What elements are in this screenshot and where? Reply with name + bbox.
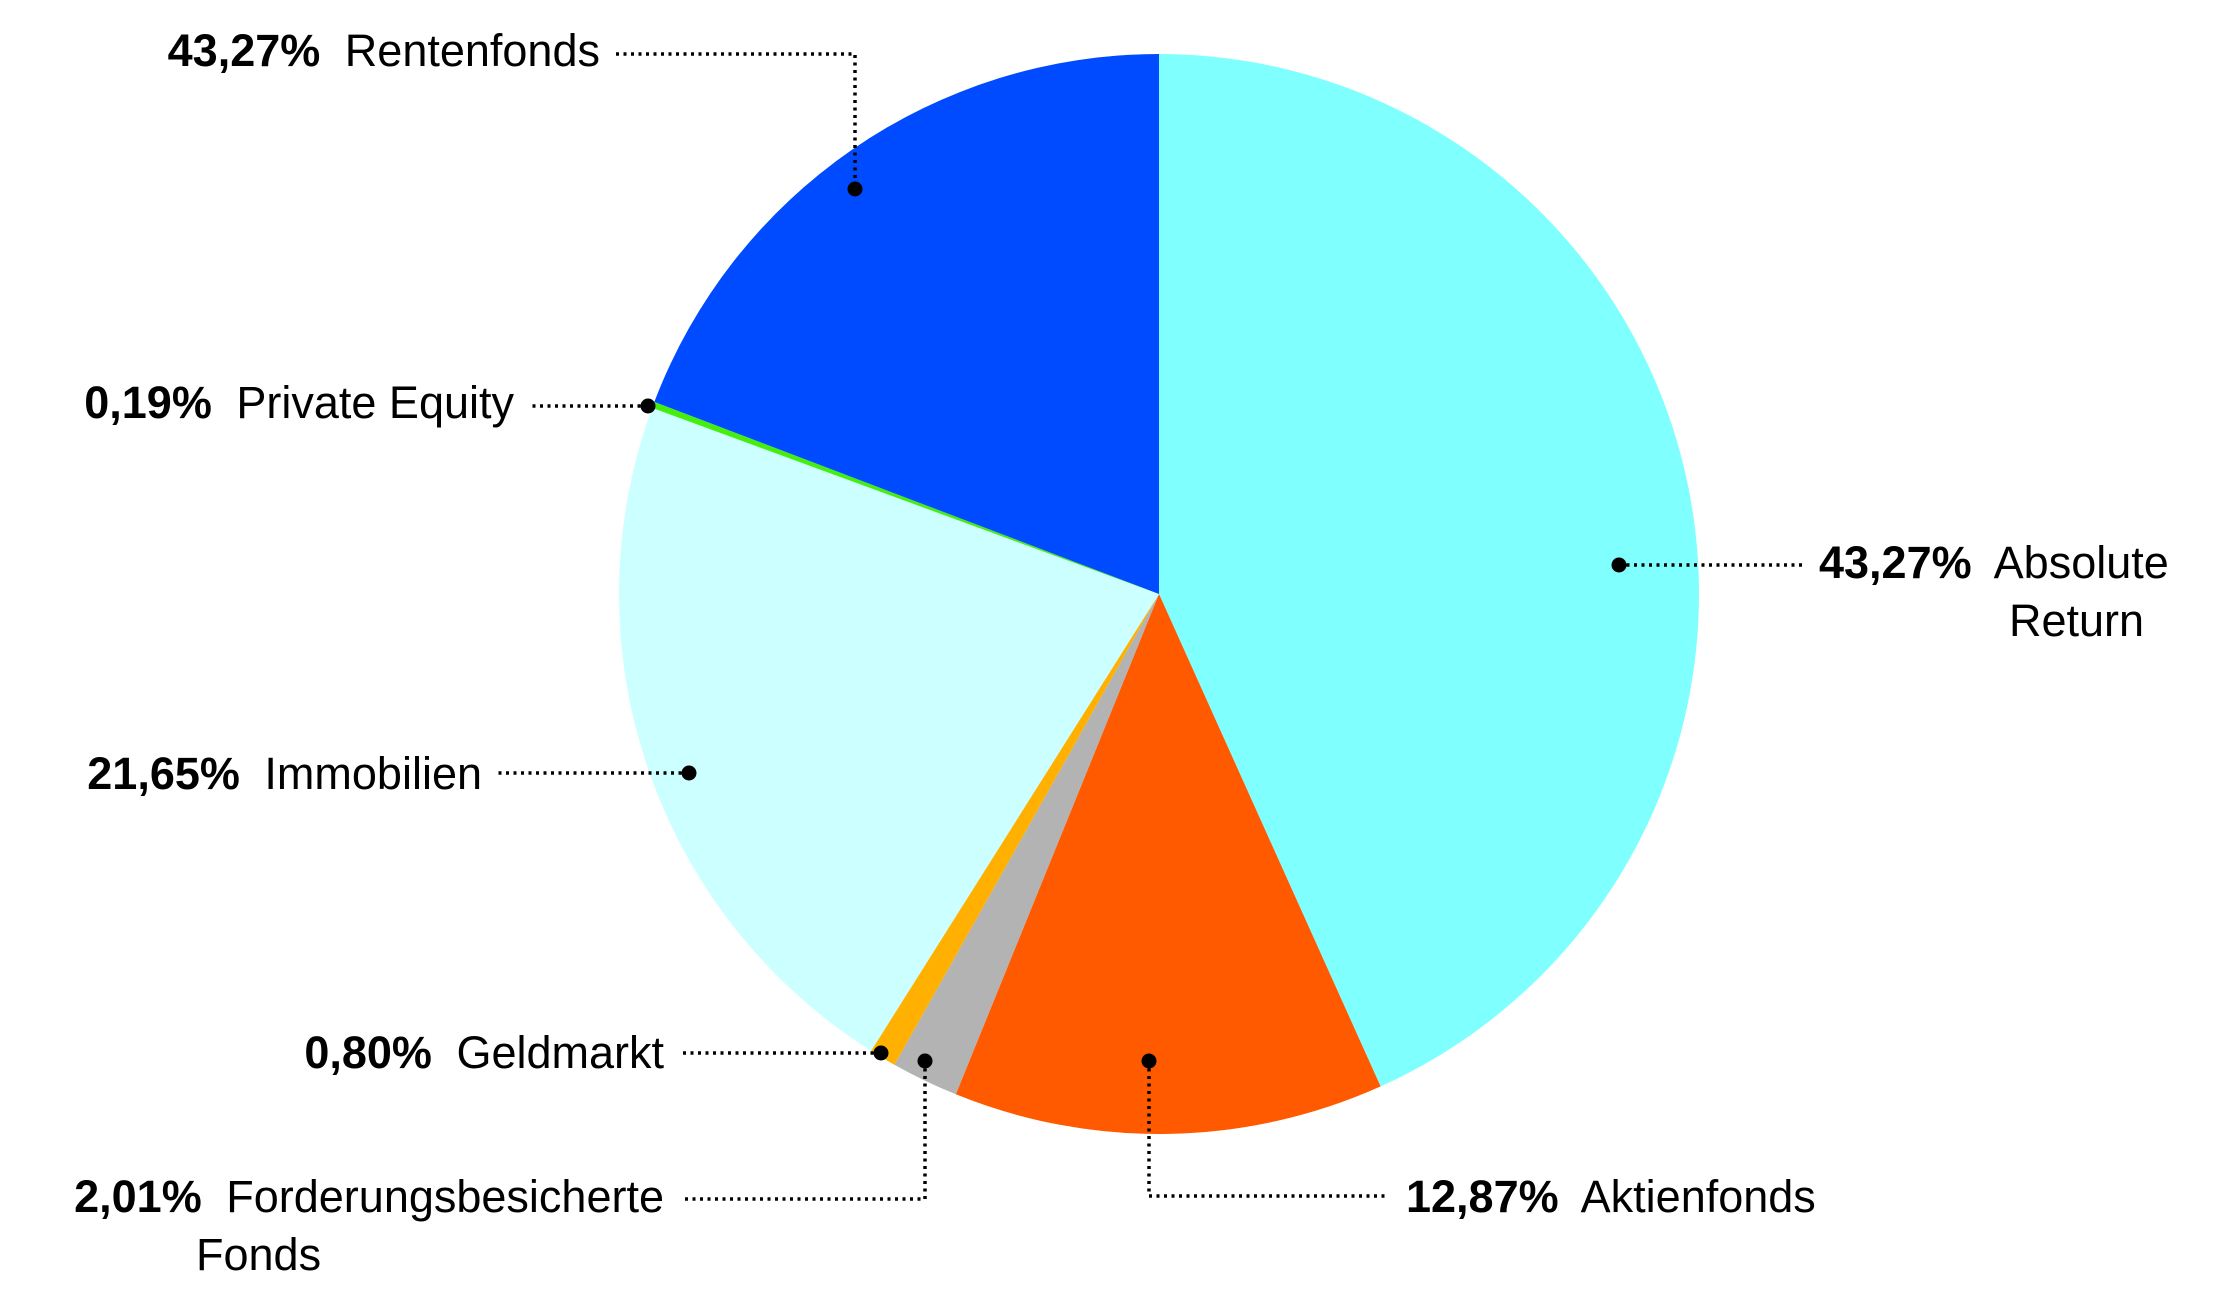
svg-text:43,27% Rentenfonds: 43,27% Rentenfonds: [168, 25, 600, 76]
slice-percent: 0,80%: [304, 1027, 432, 1078]
slice-percent: 12,87%: [1406, 1171, 1559, 1222]
leader-dot: [873, 1045, 889, 1061]
slice-name-line2: Fonds: [196, 1229, 321, 1280]
pie-slice-immobilien: [619, 407, 1159, 1051]
slice-percent: 43,27%: [1819, 537, 1972, 588]
leader-dot: [640, 398, 656, 414]
slice-name: Rentenfonds: [345, 25, 600, 76]
leader-dot: [681, 765, 697, 781]
pie-slice-absolute-return: [1159, 54, 1699, 1087]
svg-text:12,87% Aktienfonds: 12,87% Aktienfonds: [1406, 1171, 1816, 1222]
leader-dot: [847, 181, 863, 197]
pie-slice-geldmarkt: [871, 594, 1159, 1065]
leader-dot: [1141, 1053, 1157, 1069]
pie-slices: [619, 54, 1699, 1134]
svg-text:0,19% Private Equity: 0,19% Private Equity: [84, 377, 514, 428]
pie-slice-private-equity: [652, 401, 1159, 594]
label-private-equity: 0,19% Private Equity: [84, 377, 656, 428]
leader-dot: [917, 1053, 933, 1069]
slice-name-line2: Return: [2009, 595, 2144, 646]
slice-name: Immobilien: [264, 748, 482, 799]
slice-percent: 43,27%: [168, 25, 321, 76]
svg-text:0,80% Geldmarkt: 0,80% Geldmarkt: [304, 1027, 664, 1078]
slice-name: Forderungsbesicherte: [226, 1171, 664, 1222]
slice-name: Geldmarkt: [456, 1027, 664, 1078]
slice-percent: 21,65%: [87, 748, 240, 799]
slice-name: Absolute: [1994, 537, 2169, 588]
label-rentenfonds: 43,27% Rentenfonds: [168, 25, 863, 197]
leader-line: [683, 1061, 927, 1201]
svg-text:2,01% Forderungsbesicher: 2,01% Forderungsbesicherte: [74, 1171, 664, 1222]
slice-name: Private Equity: [236, 377, 514, 428]
pie-slice-rentenfonds: [654, 54, 1159, 594]
label-forderungsbesicherte-fonds: 2,01% Forderungsbesicherte Fonds: [74, 1053, 933, 1280]
pie-slice-forderungsbesicherte-fonds: [894, 594, 1159, 1095]
label-geldmarkt: 0,80% Geldmarkt: [304, 1027, 889, 1078]
svg-text:43,27% Absolute: 43,27% Absolute: [1819, 537, 2169, 588]
svg-text:21,65% Immobilien: 21,65% Immobilien: [87, 748, 482, 799]
label-absolute-return: 43,27% Absolute Return: [1611, 537, 2169, 646]
pie-slice-aktienfonds: [955, 594, 1381, 1134]
label-immobilien: 21,65% Immobilien: [87, 748, 697, 799]
leader-dot: [1611, 557, 1627, 573]
slice-percent: 2,01%: [74, 1171, 202, 1222]
leader-line: [616, 52, 857, 189]
leader-line: [1147, 1061, 1388, 1198]
label-aktienfonds: 12,87% Aktienfonds: [1141, 1053, 1816, 1222]
slice-percent: 0,19%: [84, 377, 212, 428]
slice-name: Aktienfonds: [1581, 1171, 1816, 1222]
